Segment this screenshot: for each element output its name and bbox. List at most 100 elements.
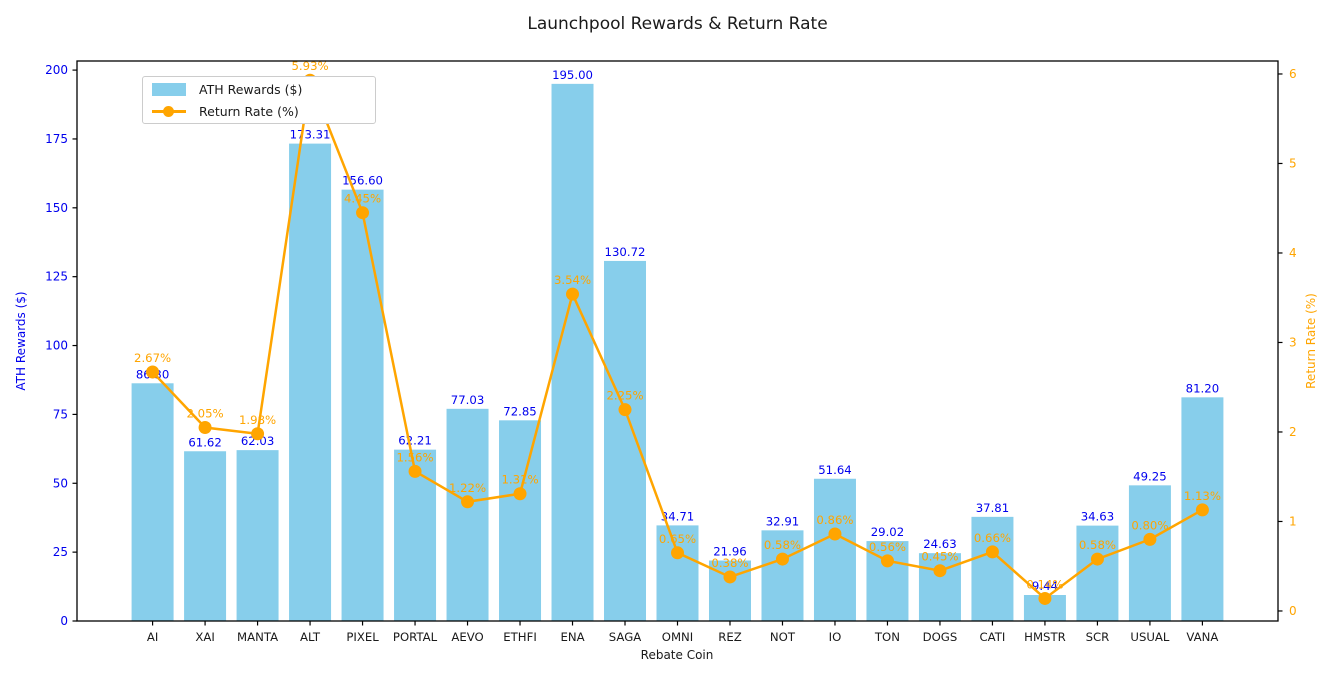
right-tick-label: 4 [1289,246,1297,260]
marker-SCR [1090,552,1104,566]
bar-label-TON: 29.02 [871,525,904,539]
chart-title: Launchpool Rewards & Return Rate [527,14,828,34]
x-tick-label-PIXEL: PIXEL [346,630,379,644]
bar-OMNI [656,525,699,621]
x-tick-label-OMNI: OMNI [662,630,693,644]
x-tick-label-IO: IO [829,630,842,644]
marker-VANA [1195,503,1209,517]
marker-TON [880,554,894,568]
x-tick-label-AI: AI [147,630,158,644]
x-tick-label-SAGA: SAGA [609,630,641,644]
rate-label-TON: 0.56% [869,540,906,554]
bar-label-SCR: 34.63 [1081,510,1114,524]
bar-label-MANTA: 62.03 [241,434,274,448]
marker-REZ [723,570,737,584]
x-tick-label-PORTAL: PORTAL [393,630,438,644]
marker-AEVO [461,495,475,509]
left-tick-label: 125 [45,270,68,284]
marker-AI [146,365,160,379]
right-tick-label: 2 [1289,425,1297,439]
x-tick-label-AEVO: AEVO [451,630,483,644]
bar-SCR [1076,525,1119,621]
bar-XAI [184,451,227,621]
rate-label-HMSTR: 0.14% [1026,577,1063,591]
bar-AI [131,383,174,621]
rate-label-VANA: 1.13% [1184,489,1221,503]
bar-label-SAGA: 130.72 [605,245,646,259]
left-tick-label: 150 [45,201,68,215]
rate-label-REZ: 0.38% [711,556,748,570]
bar-label-CATI: 37.81 [976,501,1009,515]
right-tick-label: 6 [1289,67,1297,81]
x-tick-label-SCR: SCR [1086,630,1110,644]
x-tick-label-HMSTR: HMSTR [1024,630,1066,644]
bar-label-IO: 51.64 [818,463,851,477]
rate-label-NOT: 0.58% [764,538,801,552]
right-tick-label: 1 [1289,514,1297,528]
marker-USUAL [1143,532,1157,546]
x-tick-label-REZ: REZ [718,630,742,644]
bar-label-AEVO: 77.03 [451,393,484,407]
x-tick-label-ETHFI: ETHFI [503,630,536,644]
left-tick-label: 175 [45,132,68,146]
left-tick-label: 25 [53,545,68,559]
marker-PIXEL [356,206,370,220]
left-tick-label: 75 [53,407,68,421]
legend: ATH Rewards ($) Return Rate (%) [142,76,376,124]
rate-label-DOGS: 0.45% [921,550,958,564]
marker-DOGS [933,564,947,578]
bar-label-ENA: 195.00 [552,68,593,82]
bar-IO [813,478,856,621]
marker-XAI [198,421,212,435]
marker-CATI [985,545,999,559]
x-axis-label: Rebate Coin [640,648,714,662]
bar-label-PORTAL: 62.21 [398,434,431,448]
x-tick-label-CATI: CATI [980,630,1006,644]
bar-label-OMNI: 34.71 [661,509,694,523]
marker-IO [828,527,842,541]
rate-label-PIXEL: 4.45% [344,192,381,206]
rewards-swatch-icon [143,82,195,96]
return-rate-swatch-icon [143,105,195,118]
rate-label-ENA: 3.54% [554,273,591,287]
x-tick-label-XAI: XAI [195,630,214,644]
bar-SAGA [604,260,647,621]
rate-label-ALT: 5.93% [291,59,328,73]
right-tick-label: 5 [1289,156,1297,170]
rate-label-ETHFI: 1.31% [501,473,538,487]
left-tick-label: 0 [60,614,68,628]
rate-label-SCR: 0.58% [1079,538,1116,552]
left-tick-label: 200 [45,63,68,77]
marker-MANTA [251,427,265,441]
bar-label-REZ: 21.96 [713,545,746,559]
marker-ETHFI [513,487,527,501]
rate-label-MANTA: 1.98% [239,413,276,427]
x-tick-label-NOT: NOT [770,630,796,644]
marker-HMSTR [1038,591,1052,605]
rate-label-AI: 2.67% [134,351,171,365]
right-tick-label: 0 [1289,604,1297,618]
bar-PIXEL [341,189,384,621]
bar-label-NOT: 32.91 [766,514,799,528]
left-tick-label: 100 [45,339,68,353]
bar-label-DOGS: 24.63 [923,537,956,551]
marker-OMNI [671,546,684,560]
bar-NOT [761,530,804,621]
x-tick-label-VANA: VANA [1186,630,1218,644]
x-tick-label-DOGS: DOGS [923,630,958,644]
rate-label-SAGA: 2.25% [606,389,643,403]
legend-item-rewards: ATH Rewards ($) [143,79,375,99]
left-tick-label: 50 [53,476,68,490]
legend-item-return-rate: Return Rate (%) [143,101,375,121]
bar-label-USUAL: 49.25 [1133,469,1166,483]
bar-label-VANA: 81.20 [1186,381,1219,395]
rate-label-IO: 0.86% [816,513,853,527]
y-axis-label-right: Return Rate (%) [1304,293,1318,389]
rate-label-XAI: 2.05% [187,407,224,421]
bar-AEVO [446,408,489,621]
x-tick-label-TON: TON [874,630,900,644]
y-axis-label-left: ATH Rewards ($) [14,291,28,391]
x-tick-label-ENA: ENA [560,630,584,644]
marker-ENA [566,287,580,301]
